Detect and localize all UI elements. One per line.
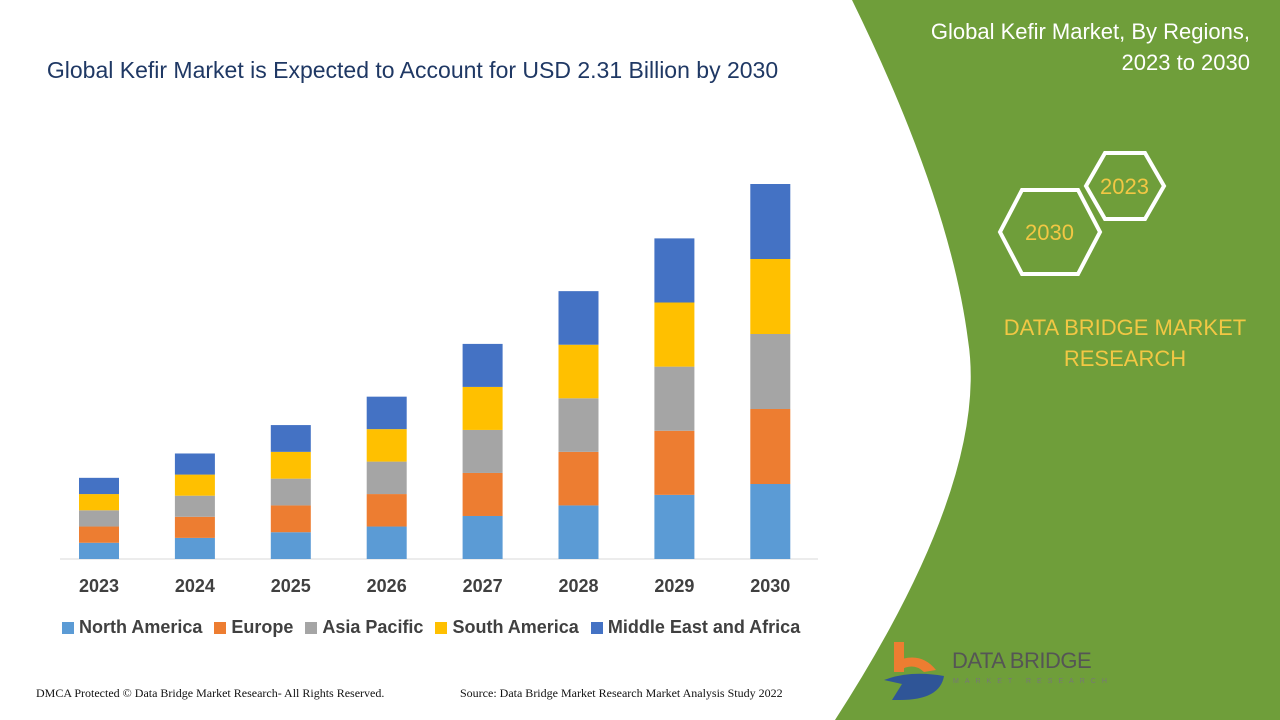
bar-2030-north-america: [750, 484, 791, 559]
legend-label: Middle East and Africa: [607, 617, 801, 637]
bar-2027-europe: [462, 472, 503, 516]
green-panel: [835, 0, 1280, 720]
legend-label: South America: [452, 617, 579, 637]
bar-2025-south-america: [270, 451, 311, 479]
bar-2023-asia-pacific: [79, 510, 119, 527]
bar-2029-north-america: [654, 494, 695, 559]
side-title: Global Kefir Market, By Regions, 2023 to …: [931, 16, 1250, 78]
brand-line1: DATA BRIDGE MARKET: [1003, 315, 1247, 340]
x-tick-label: 2028: [558, 576, 599, 596]
bar-2027-south-america: [462, 386, 503, 430]
legend-label: Asia Pacific: [322, 617, 424, 637]
bar-2023-middle-east-and-africa: [79, 477, 119, 495]
brand-text: DATA BRIDGE MARKET RESEARCH: [990, 312, 1260, 374]
hex-label-bottom: 2030: [1025, 220, 1074, 245]
x-tick-label: 2024: [174, 576, 215, 596]
legend-item: Asia Pacific: [305, 617, 423, 638]
brand-line2: RESEARCH: [1063, 346, 1187, 371]
footer-copyright: DMCA Protected © Data Bridge Market Rese…: [36, 686, 385, 700]
bar-2025-europe: [270, 505, 311, 533]
legend-item: Middle East and Africa: [590, 617, 801, 638]
bar-2030-south-america: [750, 259, 791, 334]
bar-2026-asia-pacific: [366, 461, 407, 495]
bar-2028-middle-east-and-africa: [558, 291, 599, 345]
bar-2027-north-america: [462, 515, 503, 559]
bar-2025-middle-east-and-africa: [270, 425, 311, 452]
bar-2028-south-america: [558, 344, 599, 399]
logo-subtext: MARKET RESEARCH: [953, 678, 1113, 685]
data-bridge-logo-icon: [884, 642, 944, 700]
bar-2024-south-america: [174, 474, 215, 496]
bar-2026-north-america: [366, 526, 407, 559]
legend-swatch: [62, 621, 74, 634]
bar-2027-middle-east-and-africa: [462, 343, 503, 387]
footer-source: Source: Data Bridge Market Research Mark…: [460, 686, 783, 700]
legend-swatch: [305, 621, 318, 634]
bar-2024-north-america: [174, 537, 215, 559]
bar-2025-north-america: [270, 532, 311, 559]
bar-2029-europe: [654, 430, 695, 495]
bar-2023-north-america: [79, 542, 119, 559]
legend-swatch: [435, 621, 448, 634]
bar-2023-south-america: [79, 494, 119, 511]
legend-label: North America: [79, 617, 203, 637]
bar-2027-asia-pacific: [462, 429, 503, 473]
x-tick-label: 2025: [270, 576, 311, 596]
legend-label: Europe: [231, 617, 294, 637]
legend-swatch: [214, 621, 227, 634]
chart-title: Global Kefir Market is Expected to Accou…: [46, 57, 779, 83]
hexagon-2030-icon: [997, 188, 1103, 276]
bar-2028-north-america: [558, 505, 599, 559]
bar-2030-asia-pacific: [750, 334, 791, 409]
legend-item: South America: [435, 617, 579, 638]
bar-2024-asia-pacific: [174, 495, 215, 517]
legend-item: Europe: [214, 617, 293, 638]
x-tick-label: 2027: [462, 576, 503, 596]
bar-2029-middle-east-and-africa: [654, 238, 695, 303]
legend: North America Europe Asia Pacific South Ame…: [62, 617, 800, 638]
bar-2026-middle-east-and-africa: [366, 396, 407, 430]
bar-2029-asia-pacific: [654, 366, 695, 431]
bar-2024-middle-east-and-africa: [174, 453, 215, 475]
bar-2029-south-america: [654, 302, 695, 367]
x-tick-label: 2030: [750, 576, 791, 596]
bar-2030-middle-east-and-africa: [750, 184, 791, 259]
bar-2023-europe: [79, 526, 119, 543]
x-tick-label: 2029: [654, 576, 695, 596]
legend-item: North America: [62, 617, 202, 638]
bar-2030-europe: [750, 409, 791, 484]
logo-text: DATA BRIDGE: [952, 648, 1092, 673]
bar-2026-south-america: [366, 429, 407, 462]
side-title-line1: Global Kefir Market, By Regions,: [930, 19, 1250, 44]
bars: [79, 184, 791, 559]
side-title-line2: 2023 to 2030: [1121, 50, 1250, 75]
bar-2025-asia-pacific: [270, 478, 311, 506]
hexagon-2023-icon: [1083, 151, 1167, 221]
bar-2028-asia-pacific: [558, 398, 599, 452]
hex-label-top: 2023: [1100, 174, 1149, 199]
bar-2028-europe: [558, 451, 599, 506]
legend-swatch: [590, 621, 603, 634]
bar-2024-europe: [174, 516, 215, 538]
bar-2026-europe: [366, 494, 407, 527]
x-tick-label: 2026: [366, 576, 407, 596]
x-tick-label: 2023: [78, 576, 120, 596]
